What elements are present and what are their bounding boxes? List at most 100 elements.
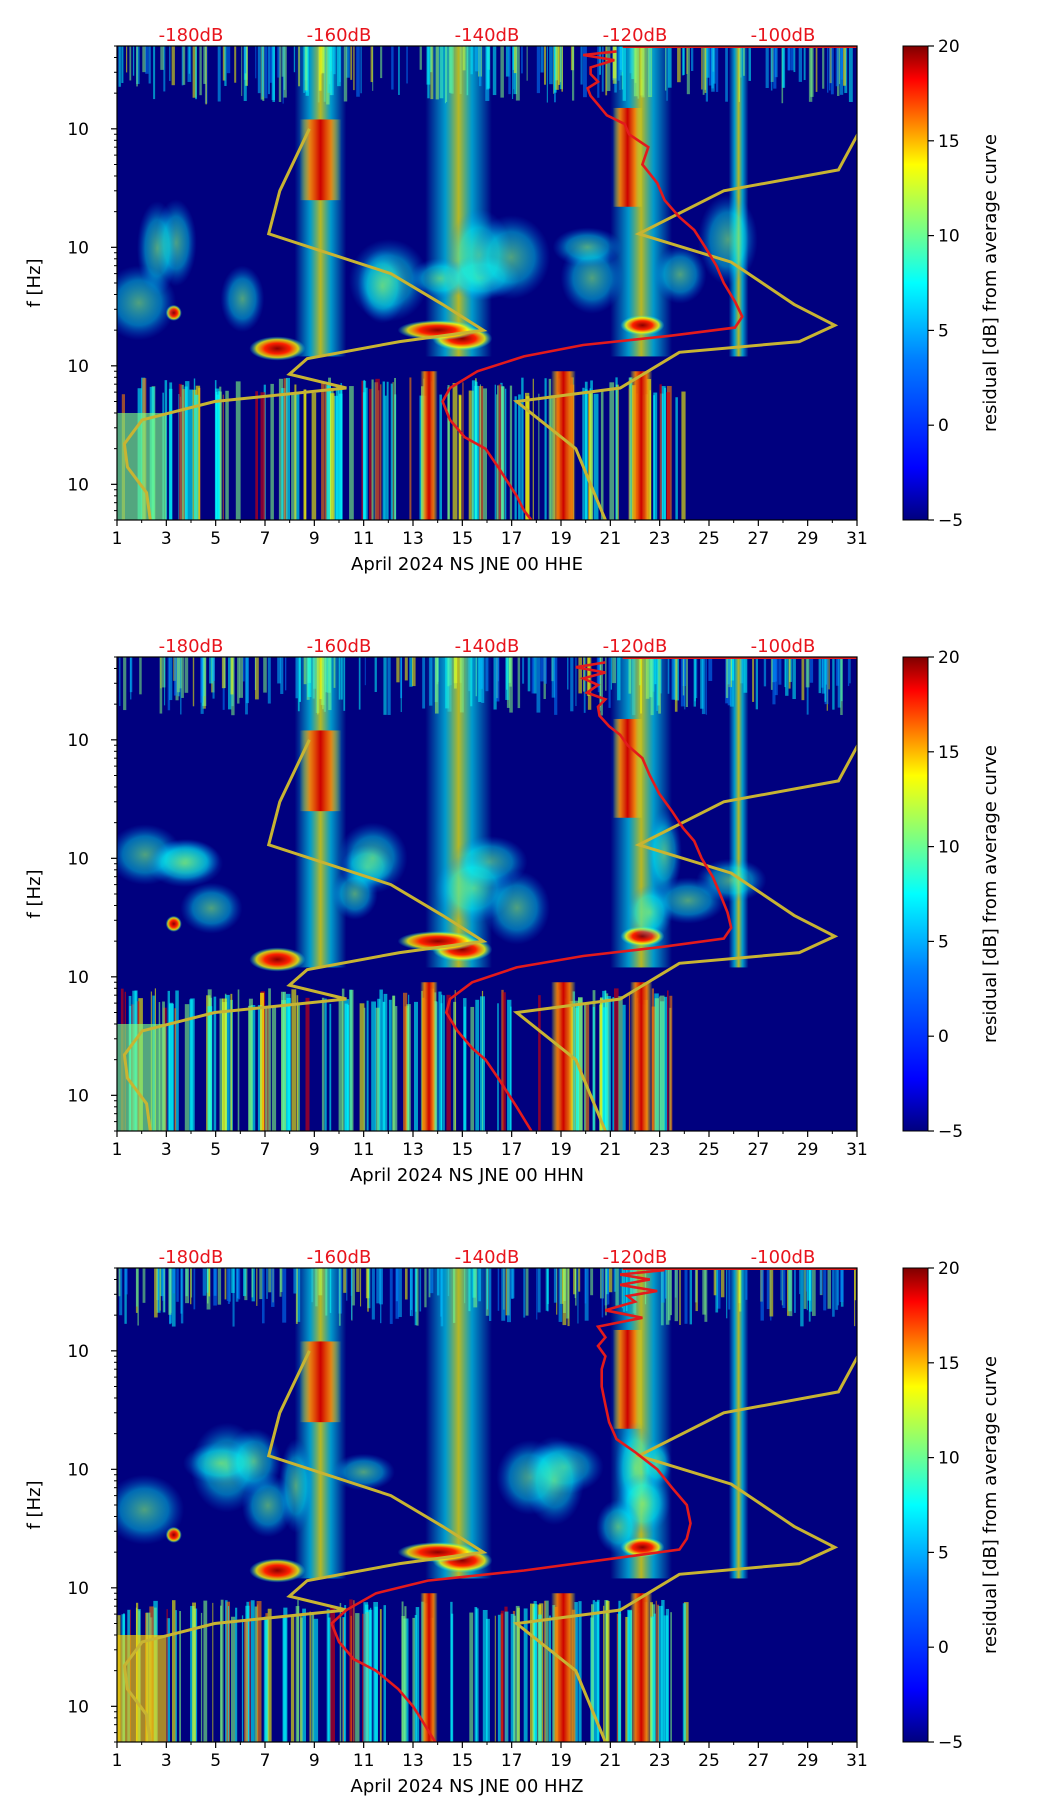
hf-noise-mark bbox=[689, 1268, 692, 1325]
hf-noise-mark bbox=[271, 1268, 275, 1307]
lf-streak bbox=[362, 392, 366, 520]
lf-streak bbox=[655, 1600, 657, 1742]
activity-core bbox=[612, 1329, 643, 1429]
diffuse-energy bbox=[332, 1453, 395, 1491]
lf-streak bbox=[533, 1601, 537, 1742]
lf-streak bbox=[174, 1008, 177, 1131]
lf-streak bbox=[401, 1616, 406, 1742]
lf-streak bbox=[513, 1615, 516, 1742]
hf-noise-mark bbox=[544, 657, 547, 684]
lf-streak bbox=[368, 388, 373, 520]
lf-streak bbox=[584, 381, 588, 520]
hf-noise-mark bbox=[752, 657, 755, 702]
lf-streak bbox=[584, 1003, 587, 1131]
hf-noise-mark bbox=[835, 1268, 839, 1310]
activity-band bbox=[294, 1268, 347, 1579]
lf-streak bbox=[349, 386, 354, 520]
lf-streak bbox=[544, 378, 547, 520]
hf-noise-mark bbox=[590, 1268, 594, 1296]
hf-noise-mark bbox=[830, 46, 834, 95]
lf-streak bbox=[653, 1613, 656, 1742]
lf-streak bbox=[383, 1001, 386, 1131]
hf-noise-mark bbox=[521, 46, 523, 74]
hf-noise-mark bbox=[222, 46, 226, 81]
hf-noise-mark bbox=[145, 46, 149, 74]
hf-noise-mark bbox=[282, 46, 284, 104]
hf-noise-mark bbox=[367, 1268, 371, 1309]
diffuse-energy bbox=[220, 265, 265, 333]
db-scale-label: -100dB bbox=[751, 25, 816, 46]
hf-noise-mark bbox=[232, 1268, 235, 1327]
hf-noise-mark bbox=[788, 657, 791, 689]
lf-streak bbox=[220, 1599, 224, 1742]
lf-streak bbox=[533, 1607, 536, 1742]
hf-noise-mark bbox=[701, 46, 703, 90]
colorbar-tick-label: 15 bbox=[938, 1354, 960, 1374]
hf-noise-mark bbox=[819, 1268, 822, 1295]
lf-streak bbox=[244, 1619, 248, 1742]
colorbar-tick-label: 10 bbox=[938, 227, 960, 247]
hf-noise-mark bbox=[171, 1268, 176, 1327]
lf-streak bbox=[404, 1606, 407, 1742]
y-axis: 10−210−1100101f [Hz] bbox=[24, 656, 117, 1132]
hf-noise-mark bbox=[234, 46, 237, 83]
hf-noise-mark bbox=[242, 657, 245, 682]
lf-streak bbox=[538, 995, 541, 1131]
lf-streak bbox=[190, 998, 195, 1131]
lf-streak bbox=[549, 1615, 551, 1742]
hf-noise-mark bbox=[245, 657, 248, 715]
y-tick-label: 10 bbox=[67, 849, 89, 869]
hf-noise-mark bbox=[285, 657, 287, 691]
colorbar-gradient bbox=[902, 656, 929, 1132]
lf-energy-region bbox=[117, 412, 167, 520]
db-scale-label: -100dB bbox=[751, 1247, 816, 1268]
lf-streak bbox=[383, 993, 388, 1131]
hf-noise-mark bbox=[164, 657, 166, 706]
microseism-blob bbox=[249, 1558, 306, 1583]
x-tick-label: 19 bbox=[550, 1140, 572, 1160]
lf-streak bbox=[592, 1600, 595, 1742]
hf-noise-mark bbox=[785, 657, 789, 696]
hf-noise-mark bbox=[169, 46, 171, 81]
lf-streak bbox=[395, 1006, 398, 1131]
lf-streak bbox=[588, 392, 593, 520]
lf-streak bbox=[182, 389, 186, 520]
lf-streak bbox=[321, 997, 325, 1131]
hf-noise-mark bbox=[818, 657, 822, 694]
x-tick-label: 11 bbox=[353, 529, 375, 549]
lf-streak bbox=[382, 381, 385, 520]
lf-streak bbox=[439, 394, 442, 520]
hf-noise-mark bbox=[765, 46, 769, 89]
activity-band bbox=[425, 46, 492, 357]
hf-noise-mark bbox=[527, 657, 531, 692]
hf-noise-mark bbox=[190, 1268, 192, 1305]
hf-noise-mark bbox=[191, 1268, 193, 1298]
hf-noise-mark bbox=[847, 657, 850, 687]
lf-streak bbox=[406, 1004, 411, 1131]
hf-noise-mark bbox=[283, 46, 287, 98]
hf-noise-mark bbox=[705, 46, 708, 102]
hf-noise-mark bbox=[517, 657, 521, 709]
x-tick-label: 5 bbox=[210, 529, 221, 549]
hf-noise-mark bbox=[495, 657, 500, 702]
hf-noise-mark bbox=[782, 1268, 786, 1308]
hf-noise-mark bbox=[827, 1268, 831, 1309]
hf-noise-mark bbox=[256, 1268, 258, 1306]
hf-noise-mark bbox=[822, 46, 825, 89]
lf-streak bbox=[371, 1001, 376, 1131]
x-tick-label: 21 bbox=[600, 1140, 622, 1160]
hf-noise-mark bbox=[704, 1268, 708, 1322]
hf-noise-mark bbox=[829, 46, 832, 84]
lf-streak bbox=[518, 394, 521, 520]
hf-noise-mark bbox=[671, 657, 676, 700]
lf-streak bbox=[366, 1000, 369, 1131]
lf-streak bbox=[215, 388, 220, 520]
hf-noise-mark bbox=[153, 46, 156, 100]
heatmap-area bbox=[117, 1268, 857, 1742]
lf-streak bbox=[523, 1608, 528, 1742]
lf-streak bbox=[576, 1003, 580, 1131]
lf-streak bbox=[663, 1615, 669, 1742]
hf-noise-mark bbox=[255, 46, 257, 79]
lf-streak bbox=[675, 397, 678, 520]
hf-noise-mark bbox=[794, 1268, 796, 1313]
